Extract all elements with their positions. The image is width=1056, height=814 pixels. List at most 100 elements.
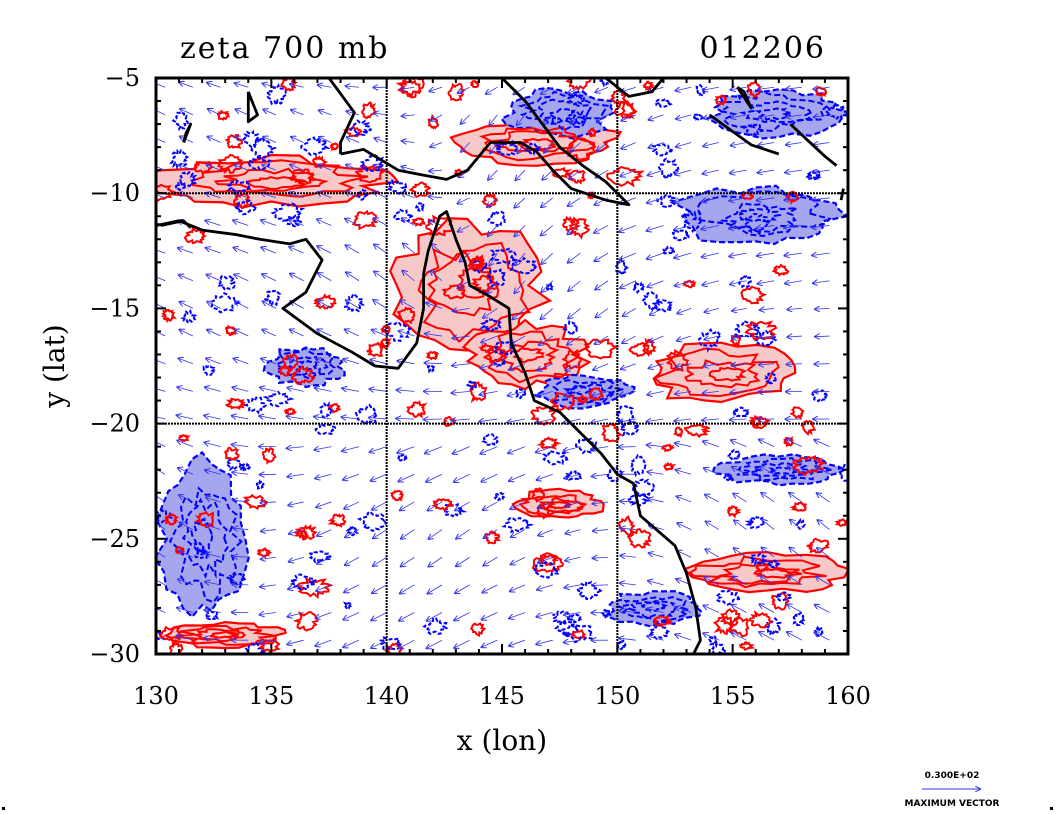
wind-vector <box>515 252 526 265</box>
negative-vorticity-contour <box>209 292 242 314</box>
wind-vector <box>815 336 830 337</box>
wind-vector <box>287 639 304 644</box>
negative-vorticity-contour <box>660 245 676 255</box>
wind-vector <box>759 632 775 641</box>
positive-vorticity-contour <box>209 630 240 640</box>
wind-vector <box>343 359 360 365</box>
wind-vector <box>757 253 775 256</box>
wind-vector <box>156 249 166 254</box>
negative-vorticity-contour <box>193 541 205 553</box>
negative-vorticity-contour <box>568 613 583 624</box>
wind-vector <box>541 308 554 319</box>
positive-vorticity-contour <box>673 426 684 439</box>
positive-vorticity-contour <box>626 527 652 549</box>
axis-tick-layer: 130 135 140 145 150 155 160 −5 −10 −15 −20 −25 −30 <box>89 64 871 710</box>
negative-vorticity-contour <box>378 636 403 652</box>
wind-vector <box>374 113 387 115</box>
wind-vector <box>426 303 443 309</box>
wind-vector <box>541 280 554 292</box>
wind-vector <box>758 115 775 118</box>
wind-vector <box>514 197 526 208</box>
positive-vorticity-contour <box>606 166 645 188</box>
vector-legend: 0.300E+02 MAXIMUM VECTOR <box>904 771 999 809</box>
wind-vector <box>452 336 470 338</box>
wind-vector <box>425 446 443 454</box>
negative-vorticity-contour <box>378 320 412 343</box>
wind-vector <box>706 521 720 530</box>
wind-vector <box>346 272 360 282</box>
wind-vector <box>784 253 802 255</box>
wind-vector <box>514 280 526 293</box>
wind-vector <box>400 300 415 309</box>
wind-vector <box>204 610 221 613</box>
positive-vorticity-contour <box>531 487 546 503</box>
wind-vector <box>369 389 387 391</box>
wind-vector <box>206 248 221 254</box>
wind-vector <box>482 639 498 647</box>
wind-vector <box>702 169 719 174</box>
wind-vector <box>703 441 719 448</box>
wind-vector <box>371 639 387 648</box>
negative-vorticity-contour <box>396 453 408 462</box>
wind-vector <box>288 502 304 505</box>
wind-vector <box>817 520 830 530</box>
wind-vector <box>647 280 664 287</box>
wind-vector <box>156 549 166 558</box>
wind-vector <box>233 528 249 529</box>
wind-vector <box>427 639 443 648</box>
wind-vector <box>452 391 470 393</box>
wind-vector <box>570 114 581 124</box>
negative-vorticity-contour <box>385 179 408 196</box>
wind-vector <box>179 275 194 282</box>
positive-vorticity-contour <box>408 181 432 198</box>
wind-vector <box>402 218 415 226</box>
wind-vector <box>812 225 830 227</box>
negative-vorticity-contour <box>481 432 499 447</box>
wind-vector <box>674 252 692 258</box>
wind-vector <box>565 501 581 506</box>
wind-vector <box>675 443 692 448</box>
wind-vector <box>177 441 194 448</box>
wind-vector <box>564 613 581 615</box>
wind-vector <box>260 613 276 615</box>
wind-vector <box>156 194 166 199</box>
wind-vector <box>677 496 692 503</box>
wind-vector <box>564 390 581 396</box>
coastline <box>340 78 631 207</box>
wind-vector <box>812 198 830 200</box>
wind-vector <box>373 218 387 226</box>
wind-vector <box>290 274 304 282</box>
positive-vorticity-contour <box>431 498 454 513</box>
wind-vector <box>453 308 470 311</box>
wind-vector <box>453 446 470 454</box>
wind-vector <box>287 388 304 392</box>
x-tick-label: 135 <box>248 682 294 710</box>
wind-vector <box>480 446 498 454</box>
wind-vector <box>260 502 276 503</box>
wind-vector <box>373 300 387 309</box>
wind-vector <box>734 548 747 558</box>
wind-vector <box>593 530 609 531</box>
positive-vorticity-contour <box>744 320 778 341</box>
wind-vector <box>178 248 194 254</box>
negative-vorticity-contour <box>478 317 502 333</box>
negative-vorticity-contour <box>671 229 692 242</box>
negative-vorticity-contour <box>239 462 252 472</box>
negative-vorticity-contour <box>342 601 353 610</box>
negative-vorticity-contour <box>442 502 468 518</box>
x-tick-label: 160 <box>825 682 871 710</box>
wind-vector <box>647 419 664 422</box>
negative-vorticity-contour <box>263 289 282 307</box>
wind-vector <box>207 83 221 88</box>
wind-vector <box>316 584 332 591</box>
positive-vorticity-contour <box>217 109 231 121</box>
wind-vector <box>205 582 221 585</box>
wind-vector <box>262 165 277 171</box>
x-tick-label: 130 <box>133 682 179 710</box>
positive-vorticity-contour <box>479 126 596 162</box>
negative-vorticity-contour <box>657 157 680 181</box>
wind-vector <box>512 308 526 319</box>
x-tick-label: 150 <box>594 682 640 710</box>
wind-vector <box>730 419 747 420</box>
wind-vector <box>369 418 387 419</box>
